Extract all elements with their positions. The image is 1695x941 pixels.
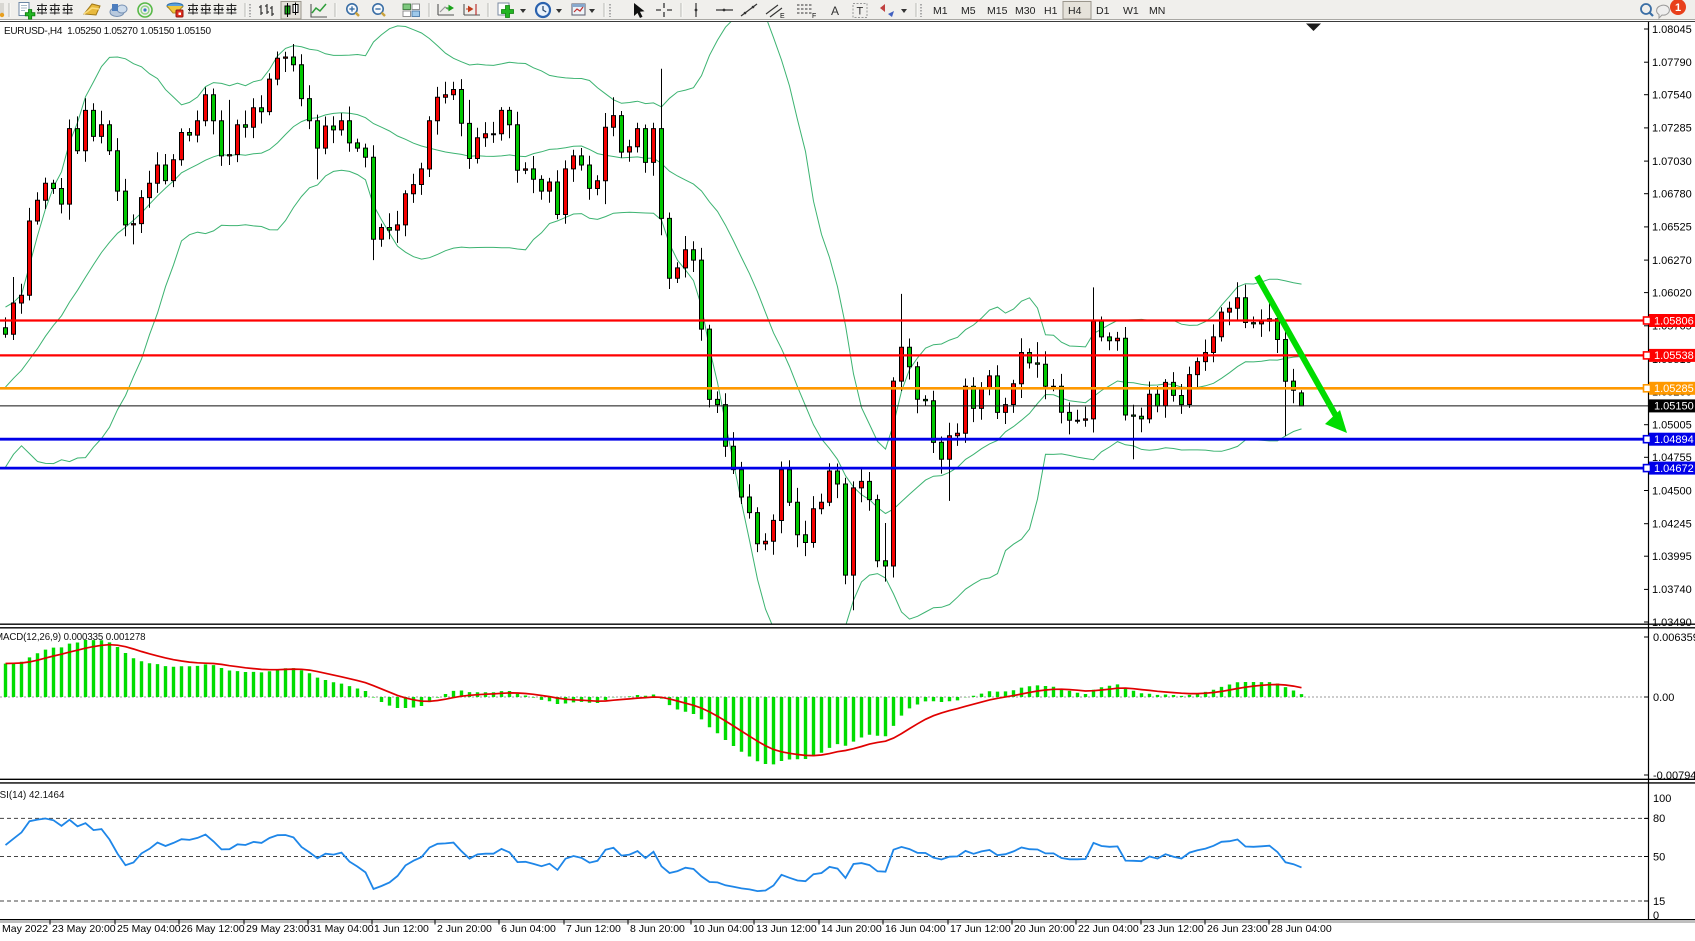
svg-text:1.07790: 1.07790 [1652,57,1692,69]
svg-text:29 May 23:00: 29 May 23:00 [246,923,310,935]
svg-text:M15: M15 [987,5,1008,17]
svg-text:13 Jun 12:00: 13 Jun 12:00 [756,923,817,935]
svg-text:M30: M30 [1015,5,1036,17]
svg-text:H4: H4 [1068,5,1082,17]
svg-text:7 Jun 12:00: 7 Jun 12:00 [566,923,621,935]
svg-text:1.07540: 1.07540 [1652,90,1692,102]
svg-text:RSI(14) 42.1464: RSI(14) 42.1464 [0,790,65,801]
svg-text:1.04500: 1.04500 [1652,485,1692,497]
svg-text:0.006359: 0.006359 [1653,632,1695,644]
svg-text:1 Jun 12:00: 1 Jun 12:00 [374,923,429,935]
svg-text:MN: MN [1149,5,1165,17]
svg-text:-0.007949: -0.007949 [1653,770,1695,782]
svg-text:D1: D1 [1096,5,1110,17]
svg-text:15: 15 [1653,896,1665,908]
svg-text:31 May 04:00: 31 May 04:00 [310,923,374,935]
svg-text:EURUSD-,H4 1.05250 1.05270 1.: EURUSD-,H4 1.05250 1.05270 1.05150 1.051… [4,26,211,37]
svg-text:1: 1 [1675,2,1681,14]
svg-text:1.04755: 1.04755 [1652,452,1692,464]
svg-text:1.05005: 1.05005 [1652,420,1692,432]
svg-text:1.03490: 1.03490 [1652,617,1692,629]
svg-text:6 Jun 04:00: 6 Jun 04:00 [501,923,556,935]
svg-text:10 Jun 04:00: 10 Jun 04:00 [693,923,754,935]
svg-text:May 2022: May 2022 [2,923,48,935]
svg-text:16 Jun 04:00: 16 Jun 04:00 [885,923,946,935]
svg-text:0.00: 0.00 [1653,692,1674,704]
svg-text:1.03995: 1.03995 [1652,551,1692,563]
svg-text:1.04672: 1.04672 [1654,463,1694,475]
svg-text:1.06525: 1.06525 [1652,222,1692,234]
svg-text:50: 50 [1653,851,1665,863]
svg-text:1.07285: 1.07285 [1652,123,1692,135]
svg-text:1.06270: 1.06270 [1652,255,1692,267]
svg-text:1.03740: 1.03740 [1652,584,1692,596]
svg-text:1.04894: 1.04894 [1654,434,1694,446]
svg-text:2 Jun 20:00: 2 Jun 20:00 [437,923,492,935]
svg-text:E: E [780,13,785,20]
svg-text:80: 80 [1653,813,1665,825]
svg-text:8 Jun 20:00: 8 Jun 20:00 [630,923,685,935]
svg-text:MACD(12,26,9) 0.000335 0.00127: MACD(12,26,9) 0.000335 0.001278 [0,632,145,643]
svg-text:1.05806: 1.05806 [1654,315,1694,327]
svg-text:1.06780: 1.06780 [1652,189,1692,201]
svg-text:1.06020: 1.06020 [1652,287,1692,299]
svg-text:1.05285: 1.05285 [1654,383,1694,395]
svg-text:17 Jun 12:00: 17 Jun 12:00 [950,923,1011,935]
svg-text:1.04245: 1.04245 [1652,519,1692,531]
svg-text:100: 100 [1653,793,1671,805]
svg-text:26 Jun 23:00: 26 Jun 23:00 [1207,923,1268,935]
svg-text:20 Jun 20:00: 20 Jun 20:00 [1014,923,1075,935]
svg-text:W1: W1 [1123,5,1139,17]
svg-text:0: 0 [1653,910,1659,922]
svg-text:22 Jun 04:00: 22 Jun 04:00 [1078,923,1139,935]
svg-text:25 May 04:00: 25 May 04:00 [117,923,181,935]
svg-text:14 Jun 20:00: 14 Jun 20:00 [821,923,882,935]
svg-text:1.05538: 1.05538 [1654,350,1694,362]
svg-text:1.08045: 1.08045 [1652,24,1692,36]
svg-text:F: F [812,13,816,20]
svg-text:1.05150: 1.05150 [1654,401,1694,413]
svg-text:M1: M1 [933,5,948,17]
svg-text:23 May 20:00: 23 May 20:00 [52,923,116,935]
svg-text:M5: M5 [961,5,976,17]
svg-text:23 Jun 12:00: 23 Jun 12:00 [1143,923,1204,935]
svg-text:28 Jun 04:00: 28 Jun 04:00 [1271,923,1332,935]
svg-text:A: A [831,4,839,18]
svg-text:T: T [857,6,864,18]
svg-text:26 May 12:00: 26 May 12:00 [181,923,245,935]
svg-text:H1: H1 [1044,5,1058,17]
svg-text:1.07030: 1.07030 [1652,156,1692,168]
